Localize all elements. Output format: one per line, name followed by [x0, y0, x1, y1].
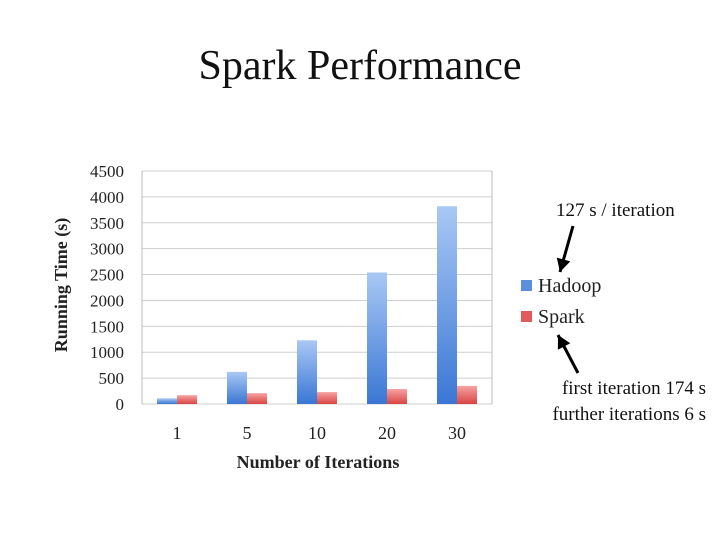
y-tick-label: 4500 — [90, 162, 124, 181]
y-tick-label: 500 — [99, 369, 125, 388]
bar-hadoop-20 — [367, 272, 387, 404]
bar-spark-5 — [247, 393, 267, 404]
legend-label-hadoop: Hadoop — [538, 275, 601, 297]
x-tick-label: 20 — [378, 423, 396, 443]
y-axis-title: Running Time (s) — [51, 218, 72, 352]
hadoop-annotation: 127 s / iteration — [556, 200, 675, 221]
x-axis-title: Number of Iterations — [237, 452, 400, 472]
spark-annotation-arrow-head — [557, 335, 571, 350]
legend-swatch-spark — [521, 311, 532, 322]
y-tick-label: 2500 — [90, 266, 124, 285]
bar-spark-1 — [177, 395, 197, 404]
spark-annotation-line2: further iterations 6 s — [552, 404, 706, 425]
y-tick-label: 4000 — [90, 188, 124, 207]
y-tick-label: 1000 — [90, 343, 124, 362]
x-tick-label: 1 — [173, 423, 182, 443]
spark-annotation-line1: first iteration 174 s — [561, 378, 706, 399]
y-tick-label: 2000 — [90, 291, 124, 310]
bar-spark-10 — [317, 392, 337, 404]
legend-swatch-hadoop — [521, 280, 532, 291]
x-tick-label: 30 — [448, 423, 466, 443]
y-tick-label: 0 — [116, 395, 125, 414]
x-tick-label: 10 — [308, 423, 326, 443]
spark-annotation: first iteration 174 s further iterations… — [552, 376, 706, 428]
bar-spark-20 — [387, 388, 407, 404]
y-tick-label: 3000 — [90, 240, 124, 259]
hadoop-annotation-arrow-head — [556, 257, 571, 272]
bar-hadoop-1 — [157, 398, 177, 404]
x-tick-label: 5 — [243, 423, 252, 443]
bar-hadoop-5 — [227, 371, 247, 404]
bar-spark-30 — [457, 385, 477, 404]
bar-hadoop-10 — [297, 340, 317, 404]
y-tick-label: 1500 — [90, 317, 124, 336]
legend-label-spark: Spark — [538, 306, 585, 328]
bar-hadoop-30 — [437, 206, 457, 404]
slide-title: Spark Performance — [198, 43, 522, 89]
y-tick-label: 3500 — [90, 214, 124, 233]
